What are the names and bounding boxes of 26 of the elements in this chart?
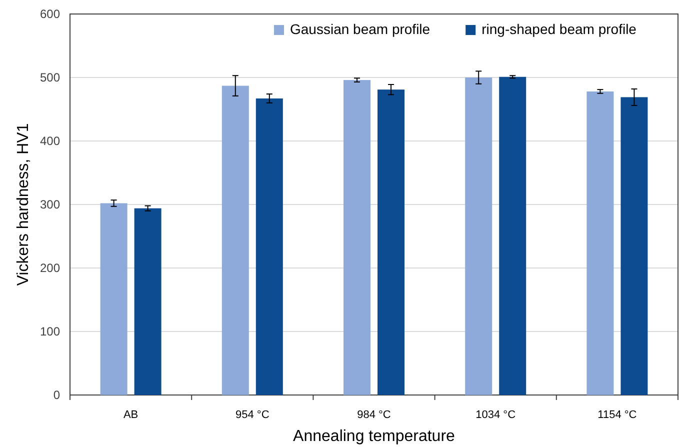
bar <box>100 203 128 395</box>
legend-label: Gaussian beam profile <box>290 21 430 37</box>
bar <box>586 91 614 395</box>
bar <box>620 97 648 395</box>
y-tick-label: 500 <box>40 70 60 84</box>
y-tick-label: 0 <box>53 388 60 402</box>
y-tick-label: 400 <box>40 134 60 148</box>
bar <box>499 76 526 395</box>
bar <box>134 208 162 395</box>
y-tick-label: 100 <box>40 324 60 338</box>
bar <box>256 98 283 395</box>
bar <box>222 86 249 395</box>
legend-label: ring-shaped beam profile <box>482 21 637 37</box>
y-tick-label: 300 <box>40 198 60 212</box>
bar <box>465 78 492 395</box>
x-tick-label: AB <box>123 409 138 421</box>
y-axis-title: Vickers hardness, HV1 <box>15 123 32 286</box>
x-tick-label: 1154 °C <box>598 409 637 421</box>
bar <box>378 90 404 395</box>
x-tick-label: 954 °C <box>236 409 270 421</box>
x-tick-label: 984 °C <box>357 409 391 421</box>
x-tick-label: 1034 °C <box>476 409 516 421</box>
y-tick-label: 200 <box>40 261 60 275</box>
y-tick-label: 600 <box>40 7 60 21</box>
bar <box>344 80 370 395</box>
x-axis-title: Annealing temperature <box>293 428 456 445</box>
